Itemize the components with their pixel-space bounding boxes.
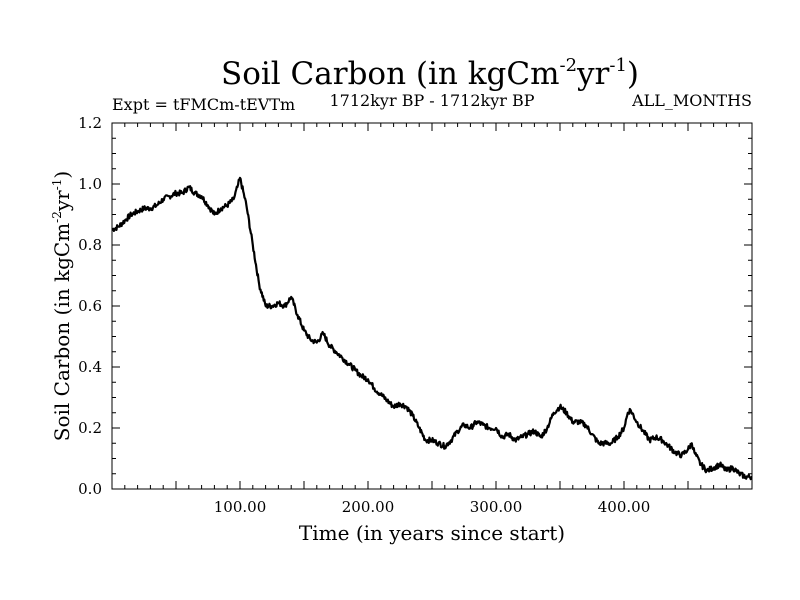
y-axis-label-mid: yr — [50, 190, 74, 212]
series-line-soil-carbon — [111, 176, 753, 481]
chart-title-sup2: -1 — [609, 55, 627, 76]
chart-title: Soil Carbon (in kgCm-2yr-1) — [221, 55, 639, 92]
chart-title-sup1: -2 — [559, 55, 577, 76]
y-axis-label-close: ) — [50, 171, 74, 179]
y-tick-label: 0.8 — [78, 236, 102, 254]
y-tick-label: 0.2 — [78, 419, 102, 437]
x-tick-label: 400.00 — [598, 498, 651, 516]
y-axis-label-main: Soil Carbon (in kgCm — [50, 223, 74, 441]
chart-title-close: ) — [627, 56, 639, 92]
y-axis-label: Soil Carbon (in kgCm-2yr-1) — [50, 171, 74, 441]
chart-title-mid: yr — [576, 56, 610, 92]
y-tick-label: 0.6 — [78, 297, 102, 315]
subtitle-period: 1712kyr BP - 1712kyr BP — [330, 91, 535, 110]
chart-title-main: Soil Carbon (in kgCm — [221, 56, 560, 92]
y-tick-label: 1.0 — [78, 175, 102, 193]
x-tick-label: 300.00 — [470, 498, 523, 516]
subtitle-experiment: Expt = tFMCm-tEVTm — [112, 95, 295, 114]
y-axis: 0.0 0.2 0.4 0.6 0.8 1.0 1.2 — [78, 114, 752, 498]
y-axis-label-sup1: -2 — [50, 211, 64, 223]
y-tick-label: 0.4 — [78, 358, 102, 376]
x-tick-label: 100.00 — [214, 498, 267, 516]
plot-area — [111, 122, 753, 490]
subtitle-months: ALL_MONTHS — [631, 91, 752, 110]
y-tick-label: 1.2 — [78, 114, 102, 132]
x-axis: 100.00 200.00 300.00 400.00 — [111, 123, 753, 516]
y-tick-label: 0.0 — [78, 480, 102, 498]
x-tick-label: 200.00 — [342, 498, 395, 516]
x-axis-label: Time (in years since start) — [299, 521, 565, 545]
y-axis-label-sup2: -1 — [50, 179, 64, 191]
